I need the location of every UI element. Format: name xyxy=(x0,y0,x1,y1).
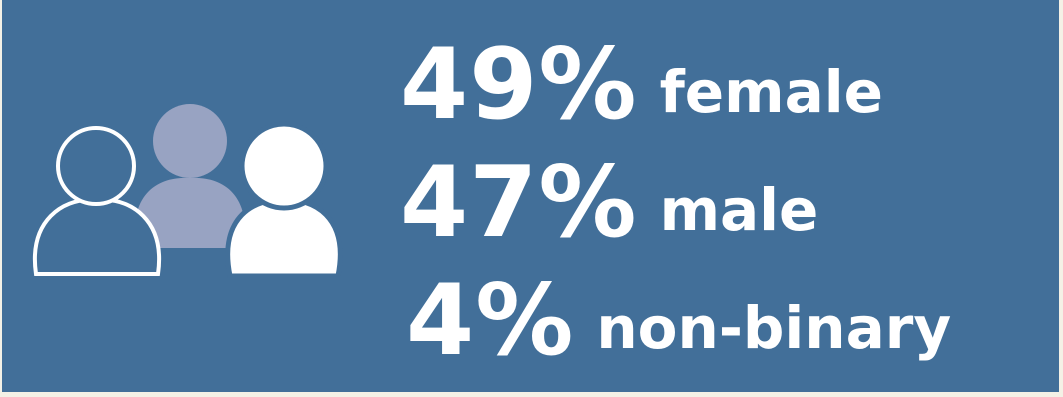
non-binary-label: non-binary xyxy=(596,294,952,362)
stat-row-female: 49% female xyxy=(400,36,883,134)
outline-person-icon xyxy=(32,126,162,276)
male-label: male xyxy=(659,176,819,244)
female-percent: 49% xyxy=(400,28,638,142)
male-percent: 47% xyxy=(400,146,638,260)
front-person-icon xyxy=(225,121,343,279)
stat-row-male: 47% male xyxy=(400,154,818,252)
stat-row-non-binary: 4% non-binary xyxy=(406,272,951,370)
people-group-icon xyxy=(32,104,343,279)
female-label: female xyxy=(659,58,883,126)
gender-stats: 49% female 47% male 4% non-binary xyxy=(398,22,1058,382)
middle-person-icon xyxy=(134,104,246,248)
non-binary-percent: 4% xyxy=(406,264,575,378)
